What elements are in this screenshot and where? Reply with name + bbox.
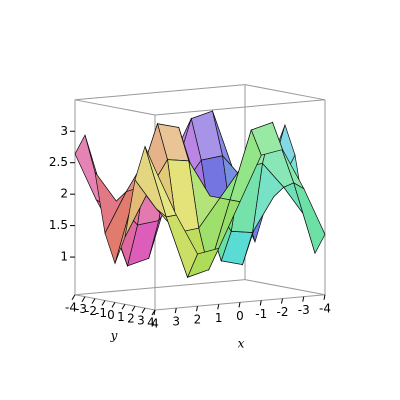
- x-tick-label: -4: [319, 301, 331, 315]
- x-tick: [259, 300, 262, 306]
- y-tick-label: 1: [117, 310, 125, 324]
- x-tick-label: 0: [236, 309, 244, 323]
- y-tick: [151, 309, 156, 316]
- z-tick-label: 3: [60, 124, 68, 138]
- box-edge: [154, 99, 326, 116]
- y-tick-label: 3: [137, 314, 145, 328]
- y-tick: [91, 298, 96, 304]
- y-tick: [71, 294, 76, 301]
- y-tick: [131, 305, 136, 312]
- z-tick-label: 2: [60, 187, 68, 201]
- box-edge: [74, 84, 246, 101]
- x-tick: [217, 304, 220, 310]
- y-tick: [101, 300, 106, 306]
- x-tick-label: 3: [172, 315, 180, 329]
- box-edge: [244, 279, 326, 296]
- y-tick-label: -4: [65, 300, 77, 314]
- x-tick-label: -1: [255, 307, 267, 321]
- surface-patch: [293, 182, 326, 255]
- box-edge: [74, 279, 246, 296]
- y-axis-label: y: [110, 329, 118, 343]
- x-tick: [281, 298, 283, 304]
- box-edge: [244, 84, 326, 101]
- x-axis-label: x: [238, 337, 245, 351]
- x-tick: [323, 294, 326, 300]
- x-tick-label: 4: [151, 317, 159, 331]
- y-tick-label: -1: [95, 306, 107, 320]
- x-tick: [238, 302, 241, 308]
- x-tick: [174, 308, 177, 314]
- x-tick: [196, 306, 198, 312]
- y-tick-label: -3: [75, 302, 87, 316]
- y-tick: [121, 304, 126, 310]
- z-tick-label: 1.5: [49, 218, 68, 232]
- x-tick-label: 2: [194, 313, 202, 327]
- x-tick: [302, 296, 305, 302]
- y-tick-label: -2: [85, 304, 97, 318]
- y-tick: [81, 296, 86, 302]
- y-tick-label: 2: [127, 312, 135, 326]
- z-tick-label: 1: [60, 250, 68, 264]
- y-tick-label: 0: [107, 308, 115, 322]
- z-tick-label: 2.5: [49, 155, 68, 169]
- x-tick-label: 1: [215, 311, 223, 325]
- x-tick-label: -2: [277, 305, 289, 319]
- y-tick: [141, 307, 146, 314]
- surface-patch: [144, 146, 177, 218]
- y-tick: [111, 302, 116, 308]
- y-tick-label: 4: [147, 316, 155, 330]
- x-tick-label: -3: [298, 303, 310, 317]
- box-edge: [74, 99, 156, 116]
